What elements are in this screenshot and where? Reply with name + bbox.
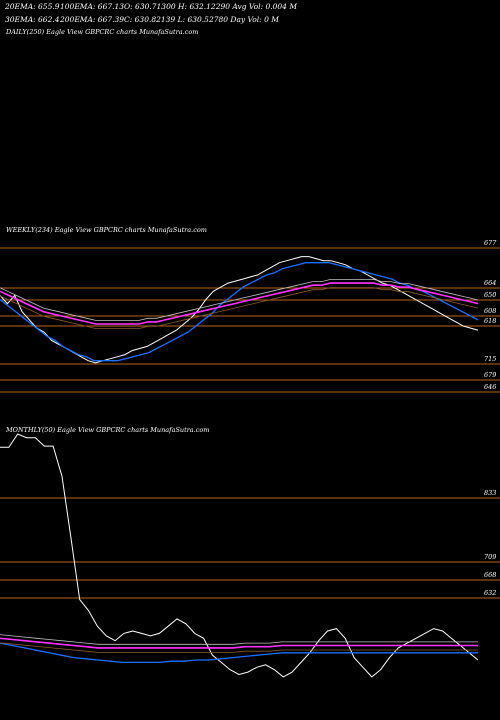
monthly-tick-label: 632	[484, 589, 496, 597]
header-ema200: 200EMA: 667.39	[60, 15, 125, 24]
monthly-ema-slow-line	[0, 637, 478, 649]
weekly-tick-label: 679	[484, 371, 496, 379]
monthly-ema-mid-line	[0, 642, 478, 653]
monthly-tick-label: 709	[484, 553, 496, 561]
monthly-tick-label: 668	[484, 571, 496, 579]
weekly-tick-label: 664	[484, 279, 496, 287]
monthly-ema-long-line	[0, 634, 478, 645]
weekly-tick-label: 650	[484, 291, 496, 299]
weekly-panel-title: WEEKLY(234) Eagle View GBPCRC charts Mun…	[6, 226, 207, 234]
weekly-ema-mid-line	[0, 287, 479, 329]
monthly-tick-label: 833	[484, 489, 496, 497]
weekly-ema-long-line	[0, 279, 479, 321]
header-ema30: 30EMA: 662.4	[5, 15, 60, 24]
weekly-ema-fast-line	[0, 262, 479, 362]
monthly-ema-fast-line	[0, 642, 478, 664]
header-ohlc-close-low: C: 630.82139 L: 630.52780 Day Vol: 0 M	[124, 15, 279, 24]
weekly-tick-label: 715	[484, 355, 496, 363]
weekly-tick-label: 608	[484, 307, 496, 315]
weekly-price-line	[0, 256, 479, 364]
weekly-tick-label: 618	[484, 317, 496, 325]
daily-panel-title: DAILY(250) Eagle View GBPCRC charts Muna…	[6, 28, 199, 36]
weekly-tick-label: 677	[484, 239, 497, 247]
weekly-tick-label: 646	[484, 383, 496, 391]
weekly-ema-slow-line	[0, 282, 479, 325]
monthly-panel-title: MONTHLY(50) Eagle View GBPCRC charts Mun…	[6, 426, 210, 434]
header-ema20: 20EMA: 655.9	[5, 2, 60, 11]
header-ohlc-open-high: O: 630.71300 H: 632.12290 Avg Vol: 0.004…	[124, 2, 298, 11]
header-ema100: 100EMA: 667.13	[60, 2, 125, 11]
monthly-price-line	[0, 433, 479, 678]
